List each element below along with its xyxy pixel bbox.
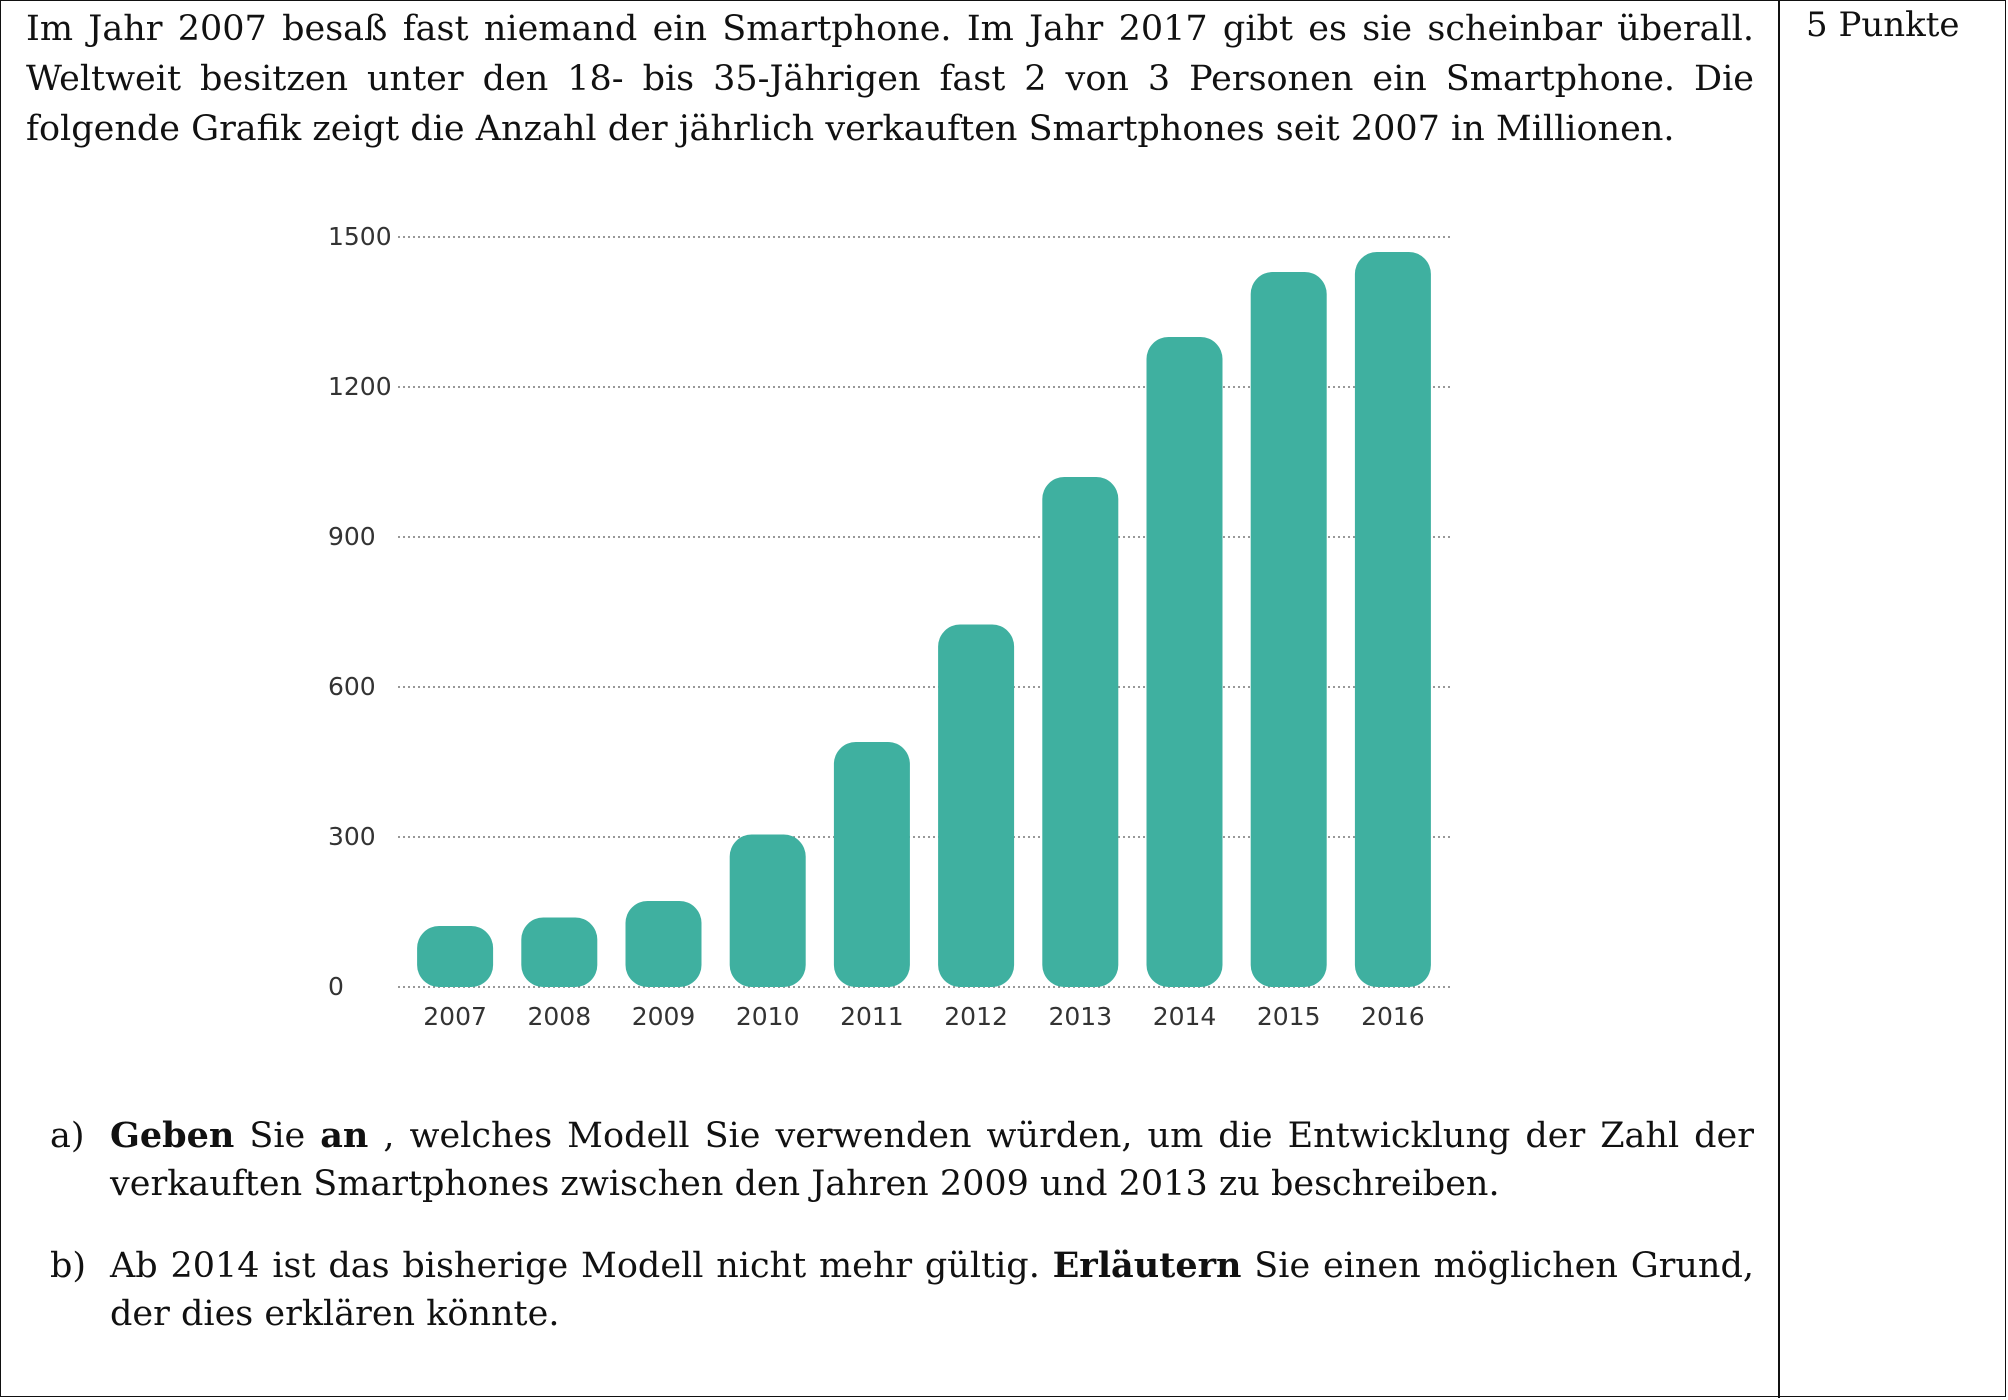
x-tick-label: 2016 (1361, 1002, 1425, 1031)
task-fragment: Ab 2014 ist das bisherige Modell nicht m… (110, 1246, 1053, 1286)
x-tick-label: 2010 (736, 1002, 800, 1031)
task-line-2: verkauften Smartphones zwischen den Jahr… (110, 1164, 1500, 1204)
task-list: a) Geben Sie an , welches Modell Sie ver… (50, 1112, 1754, 1338)
bar (1354, 252, 1431, 987)
task-keyword: an (320, 1115, 369, 1156)
task-marker: a) (50, 1116, 85, 1156)
y-tick-label: 300 (328, 822, 376, 851)
task-fragment: Sie (234, 1116, 321, 1156)
x-tick-label: 2012 (944, 1002, 1008, 1031)
smartphone-sales-bar-chart: 0 300 600 900 1200 1500 2007 2008 2009 2010 2011 20… (328, 222, 1450, 1031)
intro-line: Weltweit besitzen unter den 18- bis 35-J… (26, 59, 1754, 99)
intro-line: Im Jahr 2007 besaß fast niemand ein Smar… (26, 9, 1754, 49)
bar (417, 926, 494, 987)
x-tick-label: 2013 (1048, 1002, 1112, 1031)
points-column-divider (1778, 0, 1780, 1398)
x-tick-label: 2007 (423, 1002, 487, 1031)
bar (625, 901, 702, 987)
task-line-1: Ab 2014 ist das bisherige Modell nicht m… (110, 1242, 1754, 1290)
task-line-2: der dies erklären könnte. (110, 1294, 560, 1334)
task-line-1: Geben Sie an , welches Modell Sie verwen… (110, 1112, 1754, 1160)
task-marker: b) (50, 1246, 87, 1286)
y-tick-label: 900 (328, 522, 376, 551)
bar (1042, 477, 1119, 987)
task-fragment: , welches Modell Sie verwenden würden, u… (368, 1116, 1754, 1156)
y-tick-label: 600 (328, 672, 376, 701)
x-tick-label: 2011 (840, 1002, 904, 1031)
bar (833, 742, 910, 987)
bar (729, 834, 806, 987)
x-tick-label: 2015 (1257, 1002, 1321, 1031)
bar (521, 917, 598, 987)
task-b: b) Ab 2014 ist das bisherige Modell nich… (50, 1242, 1754, 1338)
task-text: Geben Sie an , welches Modell Sie verwen… (110, 1112, 1754, 1208)
y-tick-label: 0 (328, 972, 344, 1001)
bar (938, 624, 1015, 987)
task-fragment: Sie einen möglichen Grund, (1241, 1246, 1754, 1286)
task-keyword: Erläutern (1052, 1245, 1242, 1286)
task-text: Ab 2014 ist das bisherige Modell nicht m… (110, 1242, 1754, 1338)
x-tick-label: 2014 (1153, 1002, 1217, 1031)
points-label: 5 Punkte (1806, 5, 1960, 45)
intro-line: folgende Grafik zeigt die Anzahl der jäh… (26, 109, 1675, 149)
y-tick-label: 1500 (328, 222, 392, 251)
task-a: a) Geben Sie an , welches Modell Sie ver… (50, 1112, 1754, 1208)
x-tick-label: 2008 (527, 1002, 591, 1031)
bar (1146, 337, 1223, 987)
y-tick-label: 1200 (328, 372, 392, 401)
x-tick-label: 2009 (632, 1002, 696, 1031)
intro-text: Im Jahr 2007 besaß fast niemand ein Smar… (26, 4, 1754, 154)
task-keyword: Geben (110, 1115, 235, 1156)
bar (1250, 272, 1327, 987)
